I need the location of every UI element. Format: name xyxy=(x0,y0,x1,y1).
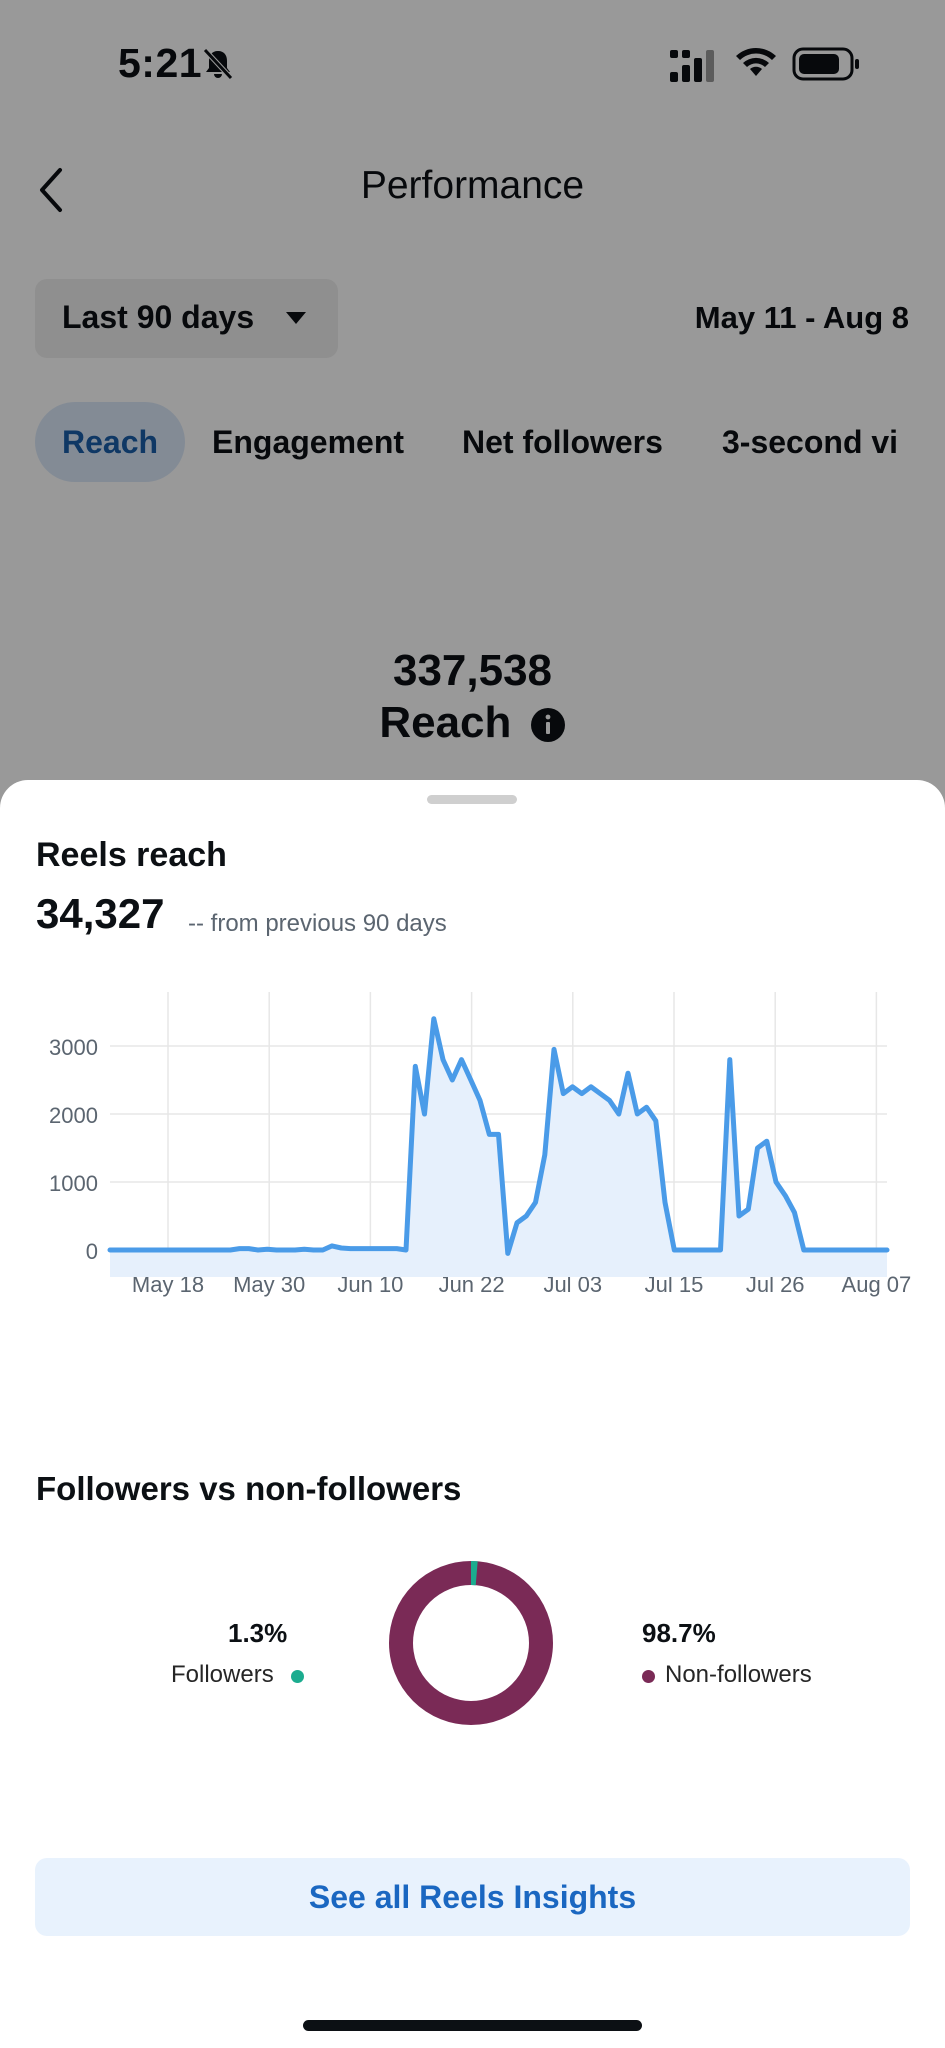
battery-icon xyxy=(792,47,859,81)
reach-total: 337,538 xyxy=(392,646,553,695)
followers-legend-dot xyxy=(291,1670,304,1683)
see-all-reels-insights-button[interactable]: See all Reels Insights xyxy=(35,1858,910,1936)
tab-reach[interactable]: Reach xyxy=(35,402,186,482)
followers-section-title: Followers vs non-followers xyxy=(36,1470,462,1507)
y-tick-label: 1000 xyxy=(49,1171,98,1196)
date-range-text: May 11 - Aug 8 xyxy=(694,300,909,335)
tab-net-followers[interactable]: Net followers xyxy=(462,424,663,460)
status-time: 5:21 xyxy=(118,40,203,86)
y-tick-label: 2000 xyxy=(49,1103,98,1128)
y-tick-label: 3000 xyxy=(49,1035,98,1060)
back-arrow-icon[interactable] xyxy=(34,164,70,216)
followers-donut-chart xyxy=(389,1561,553,1725)
donut-slice-followers xyxy=(389,1561,553,1725)
followers-percent: 1.3% xyxy=(228,1618,288,1648)
page-title: Performance xyxy=(360,164,585,207)
non-followers-legend-dot xyxy=(642,1670,655,1683)
range-label: Last 90 days xyxy=(62,299,255,335)
reach-label-row: Reach xyxy=(0,698,945,748)
non-followers-percent: 98.7% xyxy=(642,1618,716,1648)
cellular-signal-icon xyxy=(670,50,714,82)
status-bar: 5:21 xyxy=(0,0,945,130)
y-tick-label: 0 xyxy=(86,1239,98,1264)
sheet-title: Reels reach xyxy=(36,836,227,874)
bell-slash-icon xyxy=(203,48,233,80)
followers-label: Followers xyxy=(171,1661,274,1688)
tab-3-second-views[interactable]: 3-second vi xyxy=(722,424,899,460)
reels-reach-chart: 0 1000 2000 3000 May 18 May 30 Jun 10 Jun 22 Jul… xyxy=(0,992,945,1297)
reach-comparison: -- from previous 90 days xyxy=(188,910,447,937)
caret-down-icon xyxy=(286,312,306,324)
series-line xyxy=(107,1016,890,1256)
home-indicator xyxy=(303,2020,642,2031)
date-range-dropdown[interactable]: Last 90 days xyxy=(35,279,338,358)
non-followers-label: Non-followers xyxy=(665,1661,812,1688)
reels-reach-value: 34,327 xyxy=(36,890,165,937)
info-icon[interactable] xyxy=(530,707,566,743)
reach-label: Reach xyxy=(379,698,512,747)
donut-slice-non-followers xyxy=(389,1561,553,1725)
wifi-icon xyxy=(736,48,776,76)
tab-engagement[interactable]: Engagement xyxy=(212,424,405,460)
nav-header: Performance xyxy=(0,140,945,240)
bottom-sheet: Reels reach 34,327 -- from previous 90 d… xyxy=(0,780,945,2048)
metric-tabs: Reach Engagement Net followers 3-second … xyxy=(0,402,910,482)
sheet-grabber[interactable] xyxy=(427,795,517,804)
